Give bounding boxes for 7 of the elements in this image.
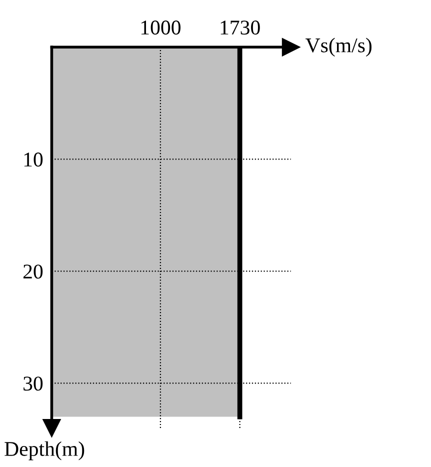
x-axis-title: Vs(m/s) xyxy=(306,38,372,57)
y-tick-label: 20 xyxy=(23,264,43,279)
x-tick-label: 1000 xyxy=(141,20,180,35)
y-tick-label: 30 xyxy=(24,376,43,391)
y-axis-title: Depth(m) xyxy=(4,441,84,460)
x-tick-label: 1730 xyxy=(220,20,260,35)
y-tick-label: 10 xyxy=(24,152,43,167)
